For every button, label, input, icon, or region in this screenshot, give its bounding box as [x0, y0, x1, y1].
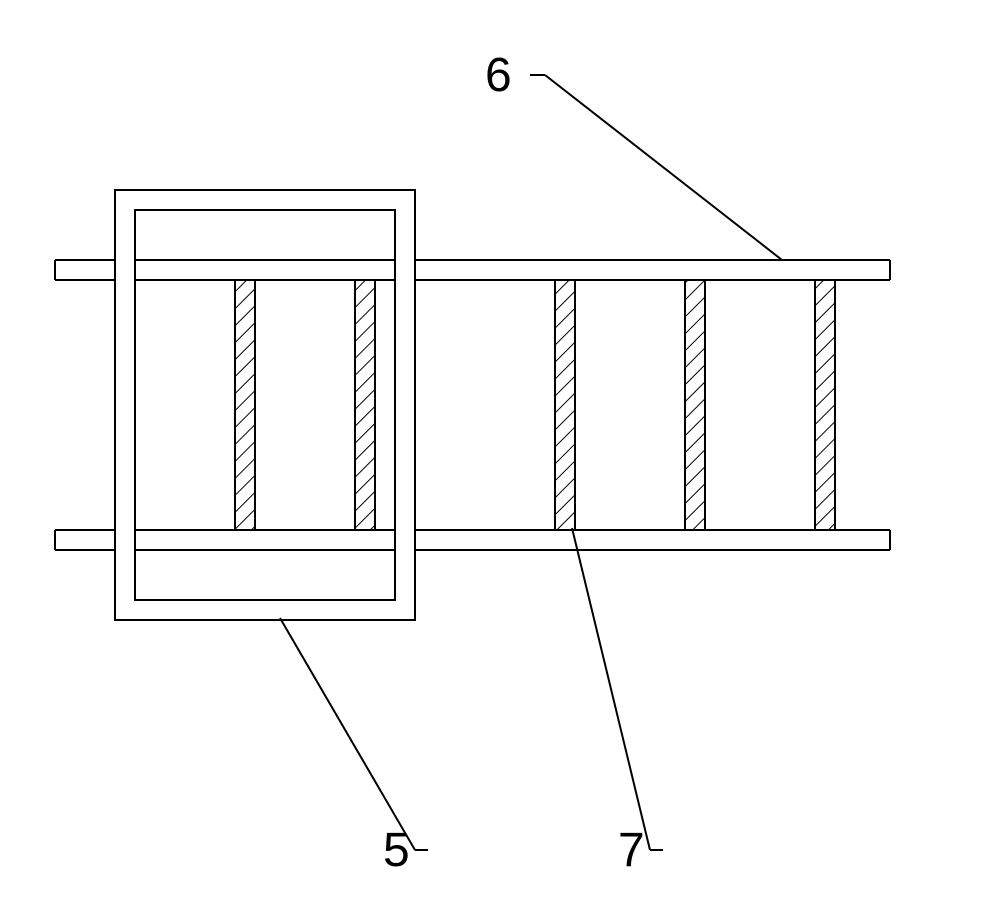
label-5: 5	[383, 823, 410, 878]
label-7: 7	[618, 823, 645, 878]
technical-diagram	[0, 0, 1000, 908]
label-6: 6	[485, 48, 512, 103]
